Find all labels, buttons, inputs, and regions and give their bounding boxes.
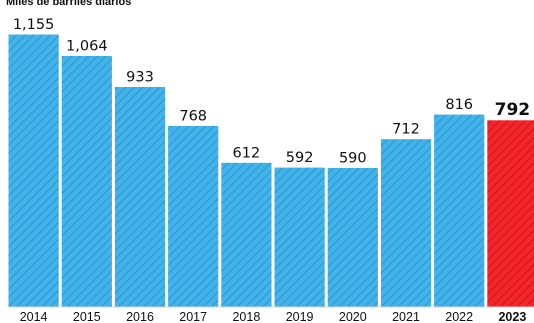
value-label-2018: 612 xyxy=(233,145,261,161)
bar-2014 xyxy=(7,33,60,308)
value-label-2022: 816 xyxy=(445,97,473,113)
chart-subtitle: Miles de barriles diarios xyxy=(6,0,131,8)
x-tick-2016: 2016 xyxy=(126,310,154,323)
bar-2016 xyxy=(113,86,167,308)
value-label-2021: 712 xyxy=(392,122,420,138)
x-axis-tick-labels: 2014 2015 2016 2017 2018 2019 2020 2021 2022 2023 xyxy=(20,310,527,323)
bar-2021 xyxy=(379,138,433,308)
x-tick-2017: 2017 xyxy=(179,310,207,323)
x-tick-2023: 2023 xyxy=(498,310,526,323)
value-label-2023: 792 xyxy=(495,100,531,120)
bar-2019 xyxy=(273,166,326,308)
value-label-2017: 768 xyxy=(179,109,207,125)
bar-2023 xyxy=(486,119,534,308)
x-tick-2022: 2022 xyxy=(445,310,473,323)
value-label-2016: 933 xyxy=(126,70,154,86)
value-label-2015: 1,064 xyxy=(66,39,108,55)
value-label-2014: 1,155 xyxy=(13,17,55,33)
bar-2018 xyxy=(220,161,273,308)
x-tick-2015: 2015 xyxy=(73,310,101,323)
value-labels-group: 1,155 1,064 933 768 612 592 590 712 816 792 xyxy=(13,17,530,167)
x-tick-2018: 2018 xyxy=(232,310,260,323)
bar-2017 xyxy=(167,125,220,308)
x-tick-2014: 2014 xyxy=(20,310,48,323)
x-tick-2020: 2020 xyxy=(339,310,367,323)
value-label-2019: 592 xyxy=(286,150,314,166)
bar-2020 xyxy=(326,167,379,308)
value-label-2020: 590 xyxy=(339,151,367,167)
bars-group xyxy=(7,33,534,308)
x-tick-2021: 2021 xyxy=(392,310,420,323)
x-tick-2019: 2019 xyxy=(286,310,314,323)
bar-2015 xyxy=(60,55,113,308)
bar-2022 xyxy=(433,113,486,308)
